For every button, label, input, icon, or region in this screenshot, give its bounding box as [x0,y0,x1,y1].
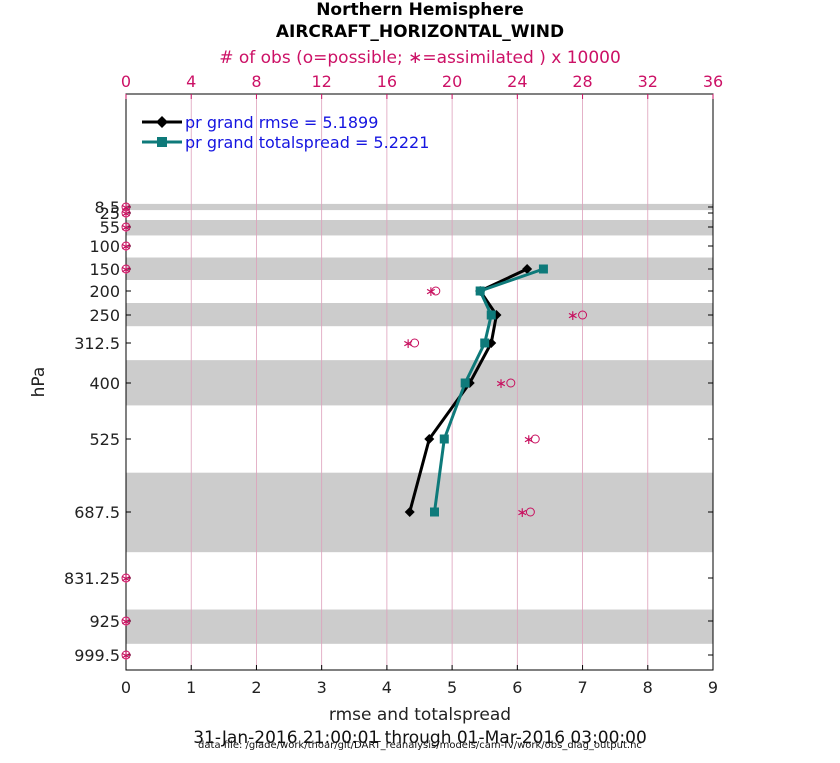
bottom-axis-ticks: 0 1 2 3 4 5 6 7 8 9 [121,665,718,697]
series-1-point-3 [480,338,490,348]
obs-possible-marker-7 [410,338,420,348]
obs-assimilated-marker-0: ∗ [120,200,132,216]
legend-rmse-label: pr grand rmse = 5.1899 [185,113,378,132]
level-band-3 [126,303,713,327]
obs-assimilated-marker-5: ∗ [425,284,437,300]
series-1-point-4 [460,378,470,388]
y-tick-label-11: 831.25 [64,569,120,588]
top-tick-label-6: 24 [507,72,527,91]
top-tick-label-2: 8 [251,72,261,91]
obs-assimilated-marker-8: ∗ [495,376,507,392]
x-tick-label-1: 1 [186,678,196,697]
obs-possible-marker-6 [578,310,588,320]
y-tick-label-13: 999.5 [74,646,120,665]
obs-assimilated-marker-7: ∗ [402,336,414,352]
obs-possible-marker-1 [121,208,131,218]
y-axis-label: hPa [29,367,49,398]
y-tick-label-8: 400 [89,374,120,393]
obs-assimilated-marker-12: ∗ [120,614,132,630]
data-file-path: data file: /glade/work/thoar/git/DART_re… [198,740,642,751]
legend-spread-square-icon [157,137,167,147]
x-tick-label-3: 3 [317,678,327,697]
top-tick-label-0: 0 [121,72,131,91]
y-tick-label-5: 200 [89,282,120,301]
y-tick-label-10: 687.5 [74,503,120,522]
obs-assimilated-marker-9: ∗ [523,432,535,448]
series-lines [404,264,548,517]
x-tick-label-2: 2 [251,678,261,697]
x-tick-label-5: 5 [447,678,457,697]
y-tick-label-0: 8.5 [95,198,120,217]
legend-rmse-diamond-icon [156,116,168,128]
series-1-point-6 [430,507,440,517]
x-tick-label-8: 8 [643,678,653,697]
series-0-point-0 [522,264,533,274]
x-tick-label-0: 0 [121,678,131,697]
x-tick-label-7: 7 [577,678,587,697]
obs-assimilated-marker-6: ∗ [567,308,579,324]
level-band-4 [126,360,713,406]
x-tick-label-4: 4 [382,678,392,697]
y-tick-label-1: 25 [100,204,120,223]
top-tick-label-8: 32 [638,72,658,91]
obs-possible-marker-8 [506,378,516,388]
series-0-point-5 [424,434,435,444]
level-band-6 [126,609,713,644]
y-tick-label-3: 100 [89,237,120,256]
obs-assimilated-marker-1: ∗ [120,206,132,222]
legend: pr grand rmse = 5.1899 pr grand totalspr… [142,113,429,152]
top-tick-label-5: 20 [442,72,462,91]
top-axis-ticks: 0 4 8 12 16 20 24 28 32 36 [121,72,723,99]
x-axis-label: rmse and totalspread [329,705,511,725]
top-tick-label-3: 12 [311,72,331,91]
level-band-1 [126,220,713,236]
obs-possible-marker-4 [121,264,131,274]
chart-title-line1: Northern Hemisphere [316,0,524,20]
chart-title-line2: AIRCRAFT_HORIZONTAL_WIND [276,22,564,42]
obs-possible-marker-0 [121,202,131,212]
series-1-point-1 [475,286,485,296]
y-tick-label-4: 150 [89,260,120,279]
obs-possible-marker-5 [431,286,441,296]
top-tick-label-1: 4 [186,72,196,91]
obs-assimilated-marker-13: ∗ [120,648,132,664]
level-band-0 [126,203,713,211]
series-1-point-5 [439,434,449,444]
obs-possible-marker-10 [525,507,535,517]
obs-possible-marker-12 [121,616,131,626]
obs-possible-marker-9 [530,434,540,444]
top-axis-label: # of obs (o=possible; ∗=assimilated ) x … [219,48,621,68]
obs-possible-marker-13 [121,650,131,660]
y-tick-label-2: 55 [100,218,120,237]
top-tick-label-4: 16 [377,72,397,91]
obs-assimilated-marker-10: ∗ [516,505,528,521]
obs-possible-marker-11 [121,573,131,583]
obs-possible-marker-2 [121,222,131,232]
obs-count-markers: ∗∗∗∗∗∗∗∗∗∗∗∗∗∗ [120,200,588,664]
y-tick-label-12: 925 [89,612,120,631]
y-tick-label-9: 525 [89,430,120,449]
level-band-5 [126,472,713,553]
series-1-point-0 [538,264,548,274]
top-tick-label-7: 28 [572,72,592,91]
obs-possible-marker-3 [121,241,131,251]
obs-assimilated-marker-3: ∗ [120,239,132,255]
x-tick-label-6: 6 [512,678,522,697]
legend-spread-label: pr grand totalspread = 5.2221 [185,133,429,152]
plot-frame [125,93,714,671]
date-range: 31-Jan-2016 21:00:01 through 01-Mar-2016… [193,728,647,748]
y-tick-label-7: 312.5 [74,334,120,353]
top-tick-label-9: 36 [703,72,723,91]
shaded-level-bands [126,203,713,644]
obs-assimilated-marker-2: ∗ [120,220,132,236]
x-tick-label-9: 9 [708,678,718,697]
obs-assimilated-marker-4: ∗ [120,262,132,278]
series-1-point-2 [486,310,496,320]
obs-assimilated-marker-11: ∗ [120,571,132,587]
series-0-point-6 [404,507,415,517]
level-band-2 [126,257,713,280]
y-tick-label-6: 250 [89,306,120,325]
